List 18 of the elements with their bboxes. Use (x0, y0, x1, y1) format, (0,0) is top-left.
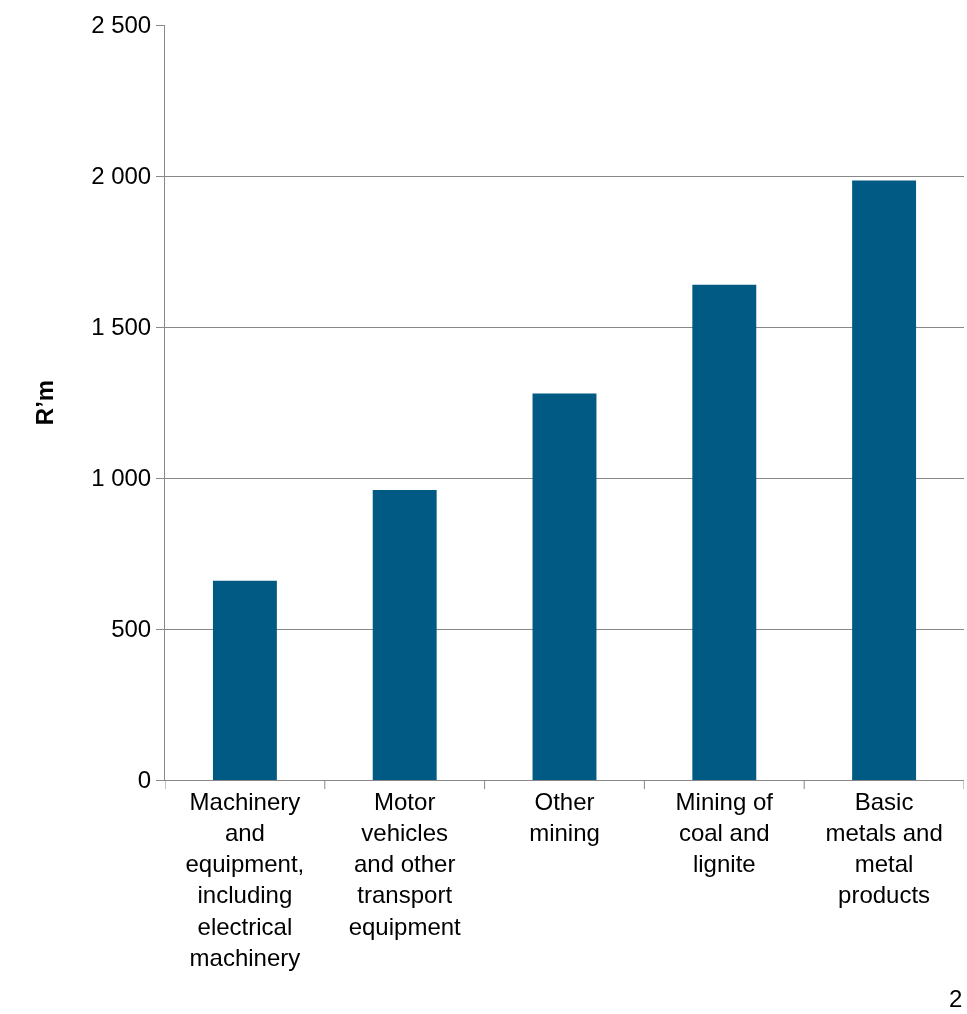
y-tick-label: 1 500 (91, 313, 152, 341)
x-tick-label: Mining of coal and lignite (675, 787, 774, 878)
y-tick-label: 0 (137, 766, 152, 794)
y-axis-title: R’m (31, 379, 59, 426)
y-tick-label: 1 000 (91, 464, 152, 492)
bar (692, 284, 757, 780)
bar (532, 393, 597, 780)
y-tick-label: 2 500 (91, 11, 152, 39)
bar (852, 180, 917, 780)
bar (212, 580, 277, 780)
x-tick-label: Basic metals and metal products (825, 787, 943, 909)
y-tick-label: 500 (111, 615, 152, 643)
x-tick-label: Other mining (529, 787, 600, 846)
x-tick-label: Machinery and equipment, including electrical machinery (185, 787, 305, 971)
y-tick-label: 2 000 (91, 162, 152, 190)
bar (372, 490, 437, 780)
x-tick-label: Motor vehicles and other transport equipment (348, 787, 462, 940)
text: 2 (949, 985, 963, 1012)
